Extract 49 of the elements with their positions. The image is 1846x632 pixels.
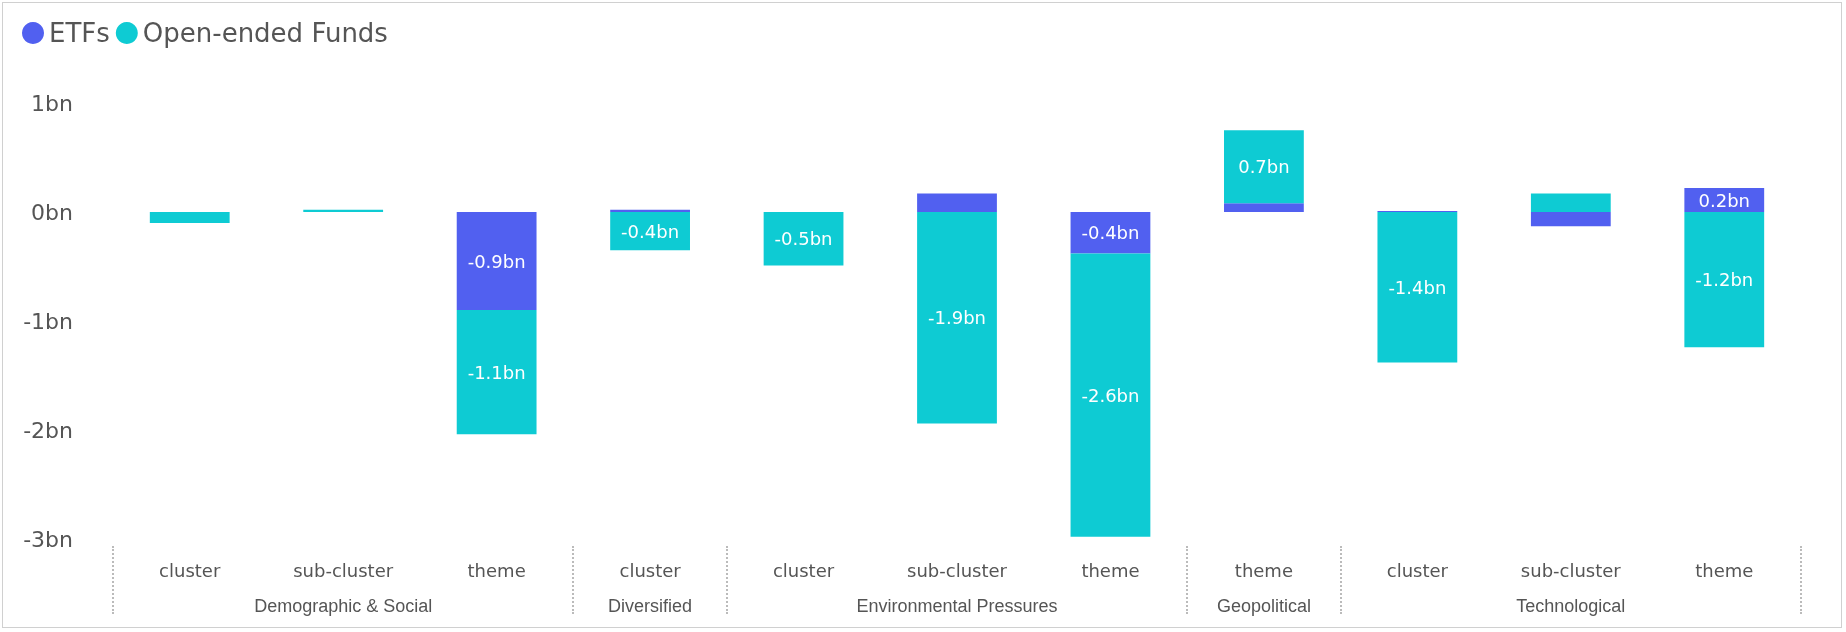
text: Diversified	[608, 596, 693, 616]
x-tick-label: cluster	[159, 559, 221, 581]
data-label: -0.9bn	[467, 250, 526, 272]
x-tick-label: theme	[1695, 559, 1754, 581]
y-tick-label: 1bn	[31, 90, 73, 116]
y-tick-label: 0bn	[31, 199, 73, 225]
bar	[303, 209, 384, 212]
y-tick-label: -3bn	[23, 526, 73, 552]
bar	[1224, 203, 1304, 212]
data-label: -1.4bn	[1388, 276, 1447, 298]
bar	[456, 212, 537, 311]
x-tick-label: cluster	[772, 559, 835, 581]
x-tick-label: sub-cluster	[293, 559, 394, 581]
data-label: -1.2bn	[1695, 269, 1754, 291]
text: Technological	[1516, 596, 1626, 616]
data-label: -0.4bn	[1081, 222, 1140, 244]
x-tick-label: cluster	[619, 559, 682, 581]
x-tick-label: theme	[1234, 559, 1293, 581]
x-tick-label: theme	[467, 559, 526, 581]
bar	[149, 212, 230, 223]
text: Environmental Pressures	[856, 596, 1058, 616]
bar	[1070, 253, 1151, 537]
bar	[1377, 212, 1458, 363]
legend-label: ETFs	[49, 18, 110, 48]
y-tick-label: -1bn	[23, 308, 73, 334]
bar	[763, 212, 844, 266]
bar	[456, 310, 537, 435]
bar	[1684, 212, 1765, 348]
x-tick-label: sub-cluster	[1520, 559, 1622, 581]
data-label: -1.9bn	[928, 307, 986, 329]
bar	[1530, 212, 1611, 227]
bar	[1224, 130, 1304, 204]
x-tick-label: sub-cluster	[907, 559, 1008, 581]
x-tick-label: theme	[1081, 559, 1140, 581]
bar	[917, 212, 997, 424]
bar	[610, 209, 690, 212]
x-tick-label: cluster	[1386, 559, 1449, 581]
legend-label: Open-ended Funds	[142, 18, 388, 48]
data-label: -2.6bn	[1081, 384, 1140, 406]
bar	[917, 193, 997, 212]
data-label: -0.4bn	[621, 220, 680, 242]
data-label: -0.5bn	[774, 228, 833, 250]
text: Geopolitical	[1216, 596, 1311, 616]
bar	[1530, 193, 1611, 212]
y-tick-label: -2bn	[23, 417, 73, 443]
data-label: 0.2bn	[1698, 189, 1751, 211]
text: Demographic & Social	[254, 596, 433, 616]
data-label: 0.7bn	[1238, 156, 1290, 178]
data-label: -1.1bn	[467, 361, 526, 383]
